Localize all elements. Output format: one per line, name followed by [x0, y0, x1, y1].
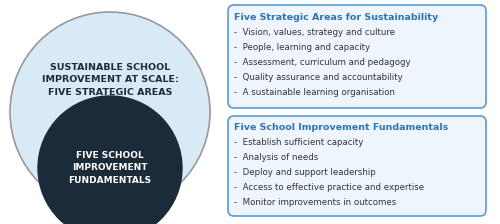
- Text: -  Quality assurance and accountability: - Quality assurance and accountability: [234, 73, 403, 82]
- Text: Five School Improvement Fundamentals: Five School Improvement Fundamentals: [234, 123, 448, 132]
- Text: -  Monitor improvements in outcomes: - Monitor improvements in outcomes: [234, 198, 396, 207]
- Circle shape: [38, 96, 182, 224]
- Text: -  Establish sufficient capacity: - Establish sufficient capacity: [234, 138, 364, 147]
- Text: -  Deploy and support leadership: - Deploy and support leadership: [234, 168, 376, 177]
- Text: -  Analysis of needs: - Analysis of needs: [234, 153, 318, 162]
- Text: Five Strategic Areas for Sustainability: Five Strategic Areas for Sustainability: [234, 13, 438, 22]
- Text: -  Access to effective practice and expertise: - Access to effective practice and exper…: [234, 183, 424, 192]
- FancyBboxPatch shape: [228, 116, 486, 216]
- Circle shape: [10, 12, 210, 212]
- Text: -  Vision, values, strategy and culture: - Vision, values, strategy and culture: [234, 28, 395, 37]
- Text: -  People, learning and capacity: - People, learning and capacity: [234, 43, 370, 52]
- Text: FIVE SCHOOL
IMPROVEMENT
FUNDAMENTALS: FIVE SCHOOL IMPROVEMENT FUNDAMENTALS: [68, 151, 152, 185]
- Text: -  Assessment, curriculum and pedagogy: - Assessment, curriculum and pedagogy: [234, 58, 410, 67]
- Text: SUSTAINABLE SCHOOL
IMPROVEMENT AT SCALE:
FIVE STRATEGIC AREAS: SUSTAINABLE SCHOOL IMPROVEMENT AT SCALE:…: [42, 63, 178, 97]
- FancyBboxPatch shape: [228, 5, 486, 108]
- Text: -  A sustainable learning organisation: - A sustainable learning organisation: [234, 88, 395, 97]
